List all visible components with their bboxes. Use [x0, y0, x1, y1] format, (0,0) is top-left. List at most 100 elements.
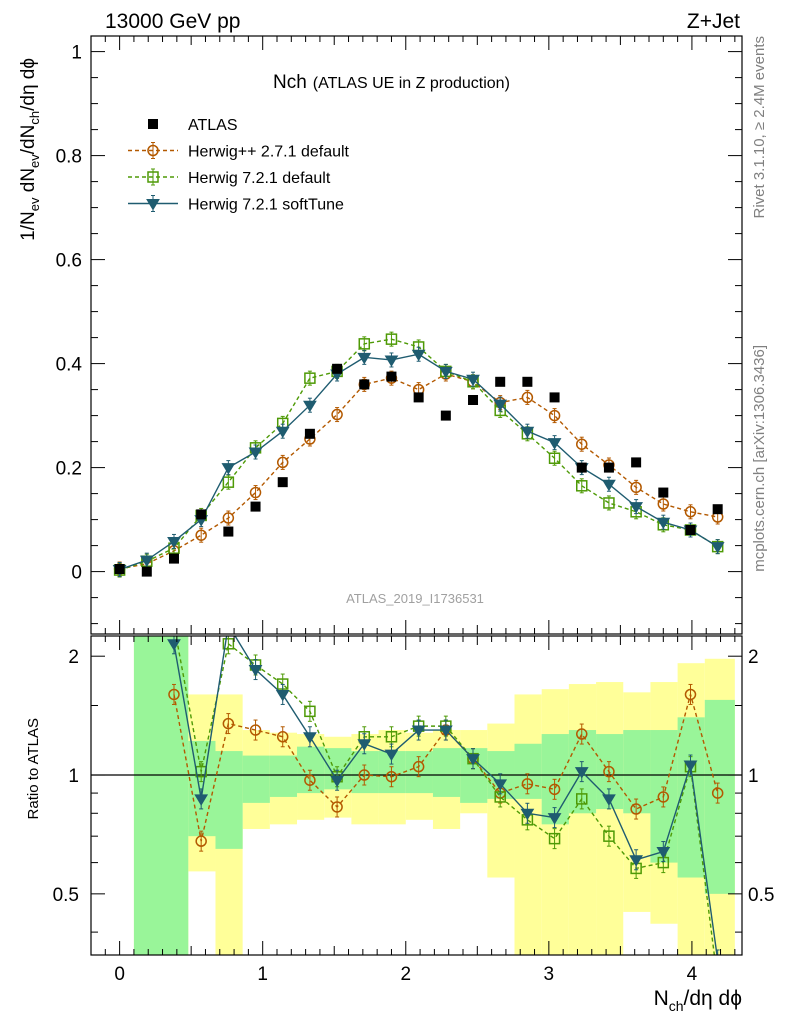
- ratio-marker-triangle: [493, 779, 508, 791]
- atlas-data-point: [168, 553, 179, 564]
- ratio-marker-triangle: [466, 754, 480, 766]
- series-marker-square: [603, 497, 615, 509]
- header-process-label: Z+Jet: [687, 10, 740, 33]
- stat-uncertainty-band: [133, 636, 189, 955]
- ratio-marker-circle: [276, 731, 289, 743]
- ylabel-sub-a: ev: [27, 197, 42, 211]
- atlas-data-point: [223, 526, 234, 537]
- ratio-marker-circle: [412, 760, 425, 773]
- series-marker-triangle: [248, 447, 263, 459]
- legend-label: Herwig 7.2.1 softTune: [188, 197, 344, 214]
- series-marker-circle: [331, 408, 343, 421]
- legend-marker-atlas: [148, 119, 158, 129]
- ratio-marker-triangle: [330, 775, 344, 788]
- ratio-marker-circle: [521, 778, 534, 790]
- series-marker-triangle: [411, 349, 426, 362]
- main-y-tick-label: 1: [71, 43, 82, 64]
- atlas-data-point: [603, 462, 614, 473]
- series-marker-square: [548, 452, 561, 464]
- series-marker-triangle: [221, 463, 236, 475]
- series-marker-circle: [249, 486, 262, 499]
- ratio-marker-square: [576, 793, 588, 805]
- atlas-data-point: [359, 379, 370, 390]
- ratio-y-tick-label-right: 1: [748, 766, 759, 787]
- series-line-square: [119, 338, 719, 571]
- main-y-axis-label: 1/Nev dNev/dNch/dη dϕ: [18, 58, 42, 241]
- total-uncertainty-band: [568, 684, 597, 955]
- xlabel-part-a: N: [654, 987, 669, 1010]
- atlas-data-point: [196, 509, 207, 520]
- ratio-series-group: [167, 636, 724, 986]
- main-y-tick-label: 0: [71, 563, 82, 584]
- ratio-marker-triangle: [194, 794, 209, 806]
- legend-marker-circle: [147, 144, 159, 157]
- xlabel-part-b: /dη dϕ: [684, 987, 742, 1010]
- atlas-data-point: [522, 376, 533, 387]
- series-marker-triangle: [384, 355, 399, 367]
- legend: ATLAS Herwig++ 2.7.1 default Herwig 7.2.1 …: [128, 117, 350, 214]
- series-marker-triangle: [710, 542, 725, 554]
- stat-uncertainty-band: [269, 755, 298, 797]
- atlas-data-point: [549, 392, 560, 403]
- series-marker-circle: [276, 456, 289, 469]
- ratio-marker-circle: [603, 765, 615, 778]
- ratio-y-tick-label-left: 0.5: [53, 885, 79, 906]
- plot-title-sub: (ATLAS UE in Z production): [313, 75, 510, 92]
- series-marker-circle: [657, 498, 670, 510]
- total-uncertainty-band: [596, 682, 624, 955]
- series-line-circle: [119, 373, 718, 570]
- atlas-data-point: [277, 477, 288, 488]
- x-tick-label: 0: [114, 964, 125, 985]
- series-marker-triangle: [466, 374, 480, 387]
- ratio-marker-triangle: [438, 725, 453, 738]
- series-marker-square: [576, 480, 588, 492]
- ratio-marker-square: [713, 976, 723, 986]
- series-marker-circle: [684, 506, 697, 518]
- series-marker-triangle: [547, 438, 562, 450]
- series-marker-circle: [222, 512, 235, 524]
- main-series-group: [112, 331, 725, 578]
- series-marker-triangle: [303, 400, 317, 413]
- ratio-marker-circle: [684, 688, 697, 701]
- legend-label: Herwig++ 2.7.1 default: [188, 144, 350, 161]
- stat-uncertainty-band: [432, 748, 461, 797]
- ratio-marker-triangle: [411, 725, 426, 738]
- atlas-data-point: [413, 392, 424, 403]
- ratio-uncertainty-bands: [133, 636, 735, 955]
- series-marker-triangle: [656, 517, 671, 530]
- series-marker-triangle: [520, 426, 535, 439]
- series-marker-triangle: [493, 399, 508, 412]
- legend-marker-triangle: [146, 199, 160, 211]
- ratio-marker-circle: [385, 770, 398, 783]
- series-marker-circle: [576, 438, 588, 450]
- main-y-tick-label: 0.2: [56, 459, 82, 480]
- series-marker-triangle: [602, 479, 616, 492]
- ylabel-part-b: dN: [18, 168, 39, 198]
- ratio-y-axis-label: Ratio to ATLAS: [25, 718, 42, 819]
- ratio-marker-circle: [304, 774, 316, 786]
- mcplots-label: mcplots.cern.ch [arXiv:1306.3436]: [751, 345, 768, 572]
- ratio-marker-circle: [168, 688, 180, 701]
- main-plot-frame: [90, 35, 743, 635]
- ratio-marker-triangle: [275, 689, 290, 702]
- ratio-marker-triangle: [574, 767, 589, 779]
- ratio-y-tick-label-right: 2: [748, 647, 759, 668]
- series-marker-square: [304, 372, 316, 384]
- stat-uncertainty-band: [351, 751, 379, 794]
- axis-ticks: 0 1 2 3 4 0 0.2 0.4 0.6 0.8 1 0.5 0.5 1 1 2 2: [53, 36, 774, 985]
- series-marker-square: [358, 338, 371, 350]
- ratio-marker-circle: [249, 724, 262, 736]
- ratio-marker-circle: [331, 801, 343, 813]
- ratio-marker-triangle: [520, 808, 535, 821]
- stat-uncertainty-band: [677, 717, 705, 878]
- ratio-marker-square: [304, 705, 316, 718]
- atlas-data-point: [576, 462, 587, 473]
- plot-title: Nch (ATLAS UE in Z production): [273, 72, 510, 93]
- main-y-tick-label: 0.4: [56, 355, 83, 376]
- main-y-tick-label: 0.6: [56, 251, 82, 272]
- ratio-marker-triangle: [602, 794, 616, 806]
- ylabel-sub-c: ch: [27, 111, 42, 125]
- ratio-marker-triangle: [656, 847, 671, 859]
- ratio-marker-circle: [657, 791, 670, 803]
